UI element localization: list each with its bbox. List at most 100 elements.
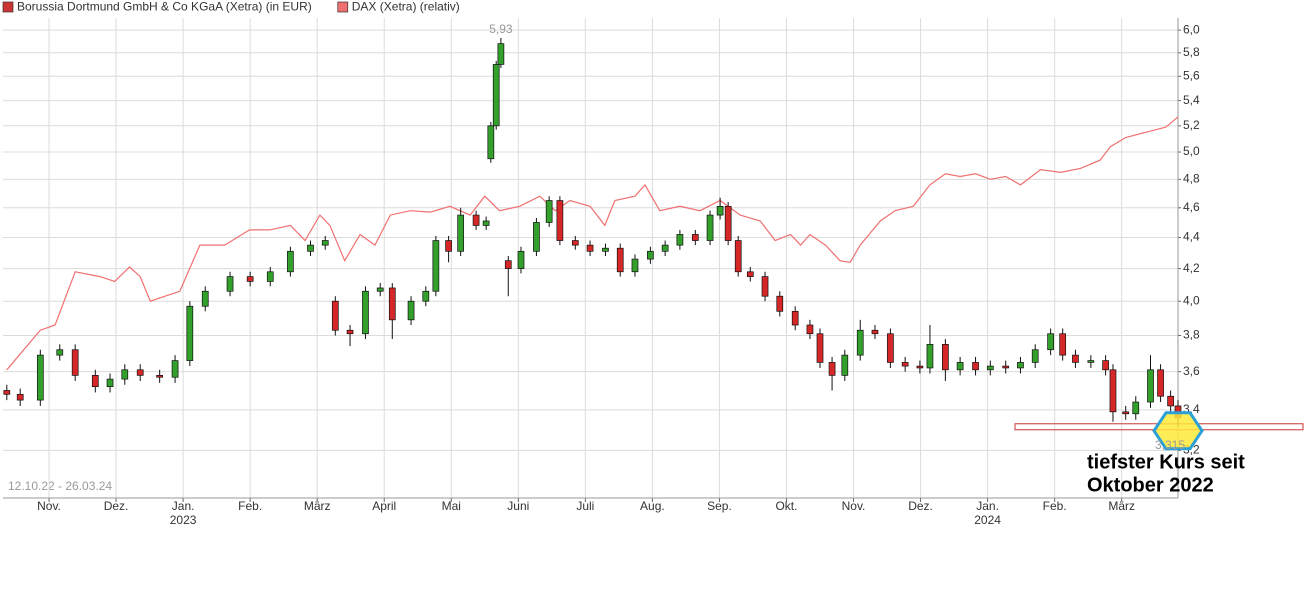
- x-tick-label: März: [1108, 499, 1135, 513]
- x-tick-label: Aug.: [640, 499, 665, 513]
- candle-body: [556, 200, 564, 241]
- candle-body: [36, 354, 44, 401]
- candle-body: [517, 250, 525, 269]
- x-tick-label: Okt.: [775, 499, 797, 513]
- y-tick-label: 3,8: [1183, 328, 1200, 342]
- annotation: Oktober 2022: [1087, 474, 1214, 496]
- candle-body: [246, 276, 254, 282]
- candle-body: [571, 240, 579, 246]
- candle-body: [71, 349, 79, 376]
- candle-body: [186, 305, 194, 361]
- candle-body: [1167, 395, 1174, 407]
- candle-body: [816, 333, 824, 363]
- x-tick-label: Feb.: [1043, 499, 1067, 513]
- candle-body: [266, 271, 274, 282]
- candle-body: [504, 260, 512, 269]
- candle-body: [492, 64, 500, 127]
- candle-body: [56, 349, 64, 356]
- candle-body: [828, 362, 836, 376]
- candle-body: [887, 333, 894, 363]
- candle-body: [362, 290, 369, 335]
- candle-body: [1109, 369, 1117, 413]
- candle-body: [307, 244, 314, 252]
- candle-body: [776, 295, 784, 312]
- x-tick-label: April: [372, 499, 396, 513]
- dax-line: [6, 116, 1179, 371]
- candle-body: [1087, 360, 1095, 363]
- candle-body: [1072, 354, 1079, 363]
- candle-body: [1147, 369, 1154, 403]
- candle-body: [1157, 369, 1164, 397]
- x-tick-label: Dez.: [104, 499, 129, 513]
- candle-body: [706, 214, 714, 241]
- legend-swatch: [337, 1, 349, 13]
- y-tick-label: 5,4: [1183, 93, 1200, 107]
- candle-body: [201, 290, 209, 307]
- candle-body: [1002, 365, 1010, 369]
- candle-body: [346, 329, 354, 335]
- legend-label: DAX (Xetra) (relativ): [352, 0, 460, 14]
- year-label: 2023: [170, 513, 197, 527]
- date-range: 12.10.22 - 26.03.24: [8, 479, 112, 493]
- candle-body: [734, 240, 742, 273]
- year-label: 2024: [974, 513, 1001, 527]
- candle-body: [287, 250, 294, 273]
- candle-body: [956, 362, 964, 371]
- candle-body: [472, 214, 480, 226]
- candle-body: [926, 344, 934, 369]
- x-tick-label: Nov.: [37, 499, 61, 513]
- candle-body: [533, 222, 540, 252]
- candle-body: [445, 240, 452, 252]
- candle-body: [586, 244, 594, 252]
- y-tick-label: 3,6: [1183, 364, 1200, 378]
- legend-swatch: [2, 1, 14, 13]
- candle-body: [331, 300, 339, 331]
- candle-body: [136, 369, 144, 376]
- candle-body: [121, 369, 129, 380]
- candle-body: [432, 240, 440, 292]
- candle-body: [1047, 333, 1054, 351]
- candle-body: [171, 360, 179, 378]
- candle-body: [986, 365, 994, 371]
- x-tick-label: Dez.: [908, 499, 933, 513]
- y-tick-label: 6,0: [1183, 22, 1200, 36]
- candle-body: [156, 375, 164, 378]
- candle-body: [676, 234, 684, 246]
- legend-label: Borussia Dortmund GmbH & Co KGaA (Xetra)…: [17, 0, 312, 14]
- y-tick-label: 4,4: [1183, 230, 1200, 244]
- candle-body: [497, 43, 505, 65]
- candle-body: [724, 205, 732, 241]
- x-tick-label: Nov.: [842, 499, 866, 513]
- candle-body: [791, 310, 799, 326]
- candle-body: [545, 200, 553, 223]
- candle-body: [942, 344, 949, 371]
- candle-body: [761, 276, 769, 297]
- candle-body: [746, 271, 754, 277]
- x-tick-label: Mai: [442, 499, 461, 513]
- candle-body: [1059, 333, 1067, 356]
- candle-body: [487, 125, 495, 160]
- candle-body: [1031, 349, 1039, 363]
- candle-body: [226, 276, 234, 292]
- candle-body: [407, 300, 415, 321]
- candle-body: [661, 244, 669, 252]
- candle-body: [647, 250, 654, 260]
- x-tick-label: März: [304, 499, 331, 513]
- candle-body: [616, 247, 624, 273]
- candle-body: [841, 354, 849, 376]
- candle-body: [16, 393, 24, 401]
- candle-body: [1017, 362, 1024, 369]
- y-tick-label: 4,2: [1183, 261, 1200, 275]
- candle-body: [1132, 401, 1140, 415]
- candle-body: [482, 220, 490, 226]
- x-tick-label: Jan.: [172, 499, 195, 513]
- candle-body: [1102, 360, 1109, 371]
- y-tick-label: 5,8: [1183, 45, 1200, 59]
- x-tick-label: Juli: [576, 499, 594, 513]
- candle-body: [916, 365, 924, 369]
- y-tick-label: 5,6: [1183, 68, 1200, 82]
- candle-body: [321, 240, 329, 246]
- candle-body: [457, 214, 465, 252]
